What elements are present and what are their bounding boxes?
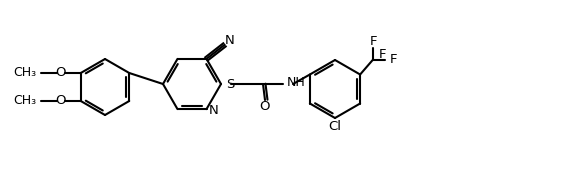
Text: O: O <box>55 94 66 107</box>
Text: O: O <box>260 101 270 113</box>
Text: Cl: Cl <box>328 121 341 133</box>
Text: NH: NH <box>287 76 306 88</box>
Text: S: S <box>226 78 234 90</box>
Text: O: O <box>55 66 66 79</box>
Text: CH₃: CH₃ <box>14 94 37 107</box>
Text: F: F <box>379 48 386 61</box>
Text: CH₃: CH₃ <box>14 66 37 79</box>
Text: F: F <box>389 53 397 66</box>
Text: F: F <box>370 35 377 48</box>
Text: N: N <box>208 104 218 117</box>
Text: N: N <box>225 34 234 47</box>
